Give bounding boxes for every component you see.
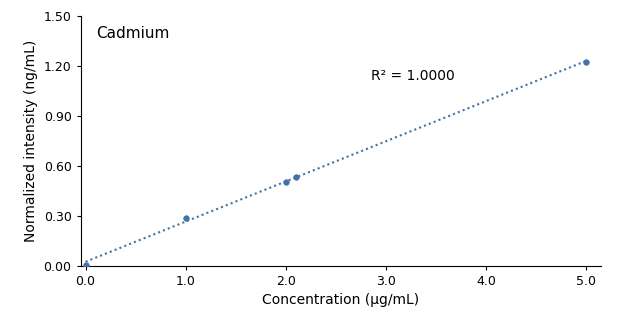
Point <box>291 174 301 179</box>
Point <box>582 59 591 64</box>
Point <box>281 179 291 184</box>
X-axis label: Concentration (μg/mL): Concentration (μg/mL) <box>262 293 420 307</box>
Text: Cadmium: Cadmium <box>96 26 170 41</box>
Y-axis label: Normalized intensity (ng/mL): Normalized intensity (ng/mL) <box>24 40 38 242</box>
Text: R² = 1.0000: R² = 1.0000 <box>371 69 455 83</box>
Point <box>181 216 191 221</box>
Point <box>81 262 91 267</box>
